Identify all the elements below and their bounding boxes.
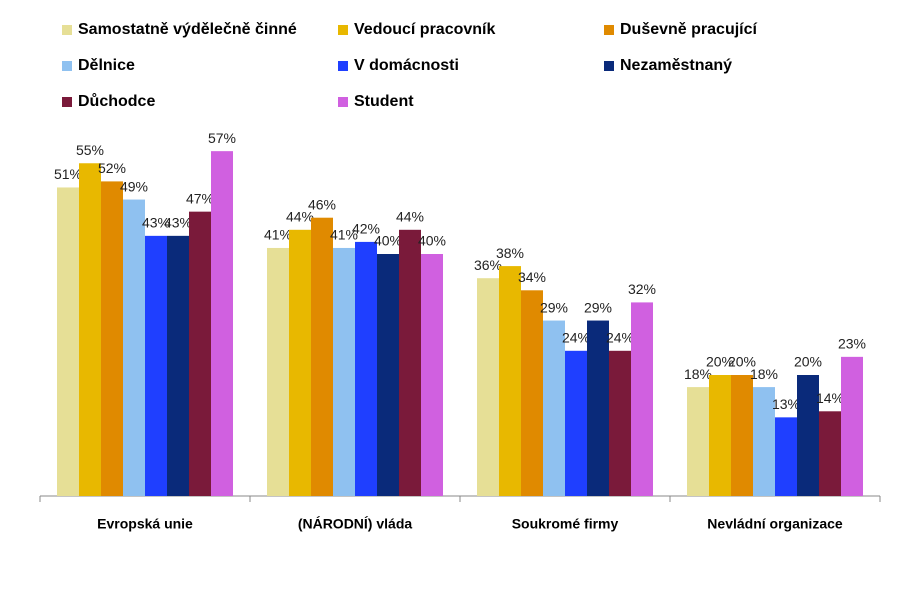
value-label: 40% bbox=[418, 233, 446, 249]
value-label: 20% bbox=[794, 354, 822, 370]
value-label: 18% bbox=[684, 366, 712, 382]
legend-swatch bbox=[604, 61, 614, 71]
value-label: 47% bbox=[186, 190, 214, 206]
bar bbox=[753, 387, 775, 496]
value-label: 40% bbox=[374, 233, 402, 249]
value-label: 24% bbox=[562, 330, 590, 346]
value-label: 24% bbox=[606, 330, 634, 346]
legend-swatch bbox=[338, 61, 348, 71]
legend-label: Vedoucí pracovník bbox=[354, 21, 495, 38]
legend-label: Duševně pracující bbox=[620, 21, 758, 38]
bar bbox=[421, 254, 443, 496]
legend-swatch bbox=[62, 25, 72, 35]
value-label: 13% bbox=[772, 396, 800, 412]
bar bbox=[333, 247, 355, 496]
x-tick-label: Nevládní organizace bbox=[707, 516, 843, 532]
value-label: 49% bbox=[120, 178, 148, 194]
bar bbox=[79, 163, 101, 496]
bar bbox=[543, 320, 565, 496]
bar bbox=[797, 375, 819, 496]
bar bbox=[687, 387, 709, 496]
value-label: 32% bbox=[628, 281, 656, 297]
bar bbox=[399, 229, 421, 497]
legend-swatch bbox=[604, 25, 614, 35]
value-label: 36% bbox=[474, 257, 502, 273]
bar bbox=[355, 241, 377, 496]
bar bbox=[609, 350, 631, 496]
bar bbox=[775, 417, 797, 496]
legend-swatch bbox=[338, 25, 348, 35]
legend-label: Dělnice bbox=[78, 57, 135, 74]
bar bbox=[289, 229, 311, 497]
bar bbox=[841, 356, 863, 496]
value-label: 51% bbox=[54, 166, 82, 182]
value-label: 57% bbox=[208, 130, 236, 146]
bar bbox=[211, 151, 233, 496]
value-label: 20% bbox=[728, 354, 756, 370]
value-label: 46% bbox=[308, 196, 336, 212]
bar bbox=[57, 187, 79, 496]
legend-label: Samostatně výdělečně činné bbox=[78, 21, 297, 38]
x-tick-label: (NÁRODNÍ) vláda bbox=[298, 516, 413, 532]
value-label: 38% bbox=[496, 245, 524, 261]
bar bbox=[499, 266, 521, 496]
legend-label: V domácnosti bbox=[354, 57, 459, 74]
bar bbox=[521, 290, 543, 496]
value-label: 41% bbox=[330, 227, 358, 243]
bar bbox=[565, 350, 587, 496]
bar bbox=[631, 302, 653, 496]
bar bbox=[587, 320, 609, 496]
value-label: 23% bbox=[838, 336, 866, 352]
bar bbox=[311, 217, 333, 496]
legend-swatch bbox=[62, 61, 72, 71]
value-label: 43% bbox=[142, 215, 170, 231]
bar bbox=[145, 235, 167, 496]
bar bbox=[189, 211, 211, 496]
legend-label: Nezaměstnaný bbox=[620, 57, 732, 74]
value-label: 14% bbox=[816, 390, 844, 406]
value-label: 55% bbox=[76, 142, 104, 158]
value-label: 44% bbox=[286, 209, 314, 225]
x-tick-label: Evropská unie bbox=[97, 516, 193, 532]
legend-label: Student bbox=[354, 93, 414, 110]
bar bbox=[731, 375, 753, 496]
legend-swatch bbox=[62, 97, 72, 107]
value-label: 41% bbox=[264, 227, 292, 243]
value-label: 43% bbox=[164, 215, 192, 231]
value-label: 20% bbox=[706, 354, 734, 370]
legend-swatch bbox=[338, 97, 348, 107]
bar bbox=[477, 278, 499, 496]
bar bbox=[267, 247, 289, 496]
value-label: 44% bbox=[396, 209, 424, 225]
value-label: 52% bbox=[98, 160, 126, 176]
bar bbox=[377, 254, 399, 496]
x-tick-label: Soukromé firmy bbox=[512, 516, 619, 532]
value-label: 29% bbox=[540, 299, 568, 315]
value-label: 42% bbox=[352, 221, 380, 237]
bar bbox=[167, 235, 189, 496]
bar bbox=[819, 411, 841, 496]
value-label: 29% bbox=[584, 299, 612, 315]
bar bbox=[123, 199, 145, 497]
bar bbox=[709, 375, 731, 496]
bar bbox=[101, 181, 123, 496]
legend-label: Důchodce bbox=[78, 93, 155, 110]
value-label: 18% bbox=[750, 366, 778, 382]
value-label: 34% bbox=[518, 269, 546, 285]
